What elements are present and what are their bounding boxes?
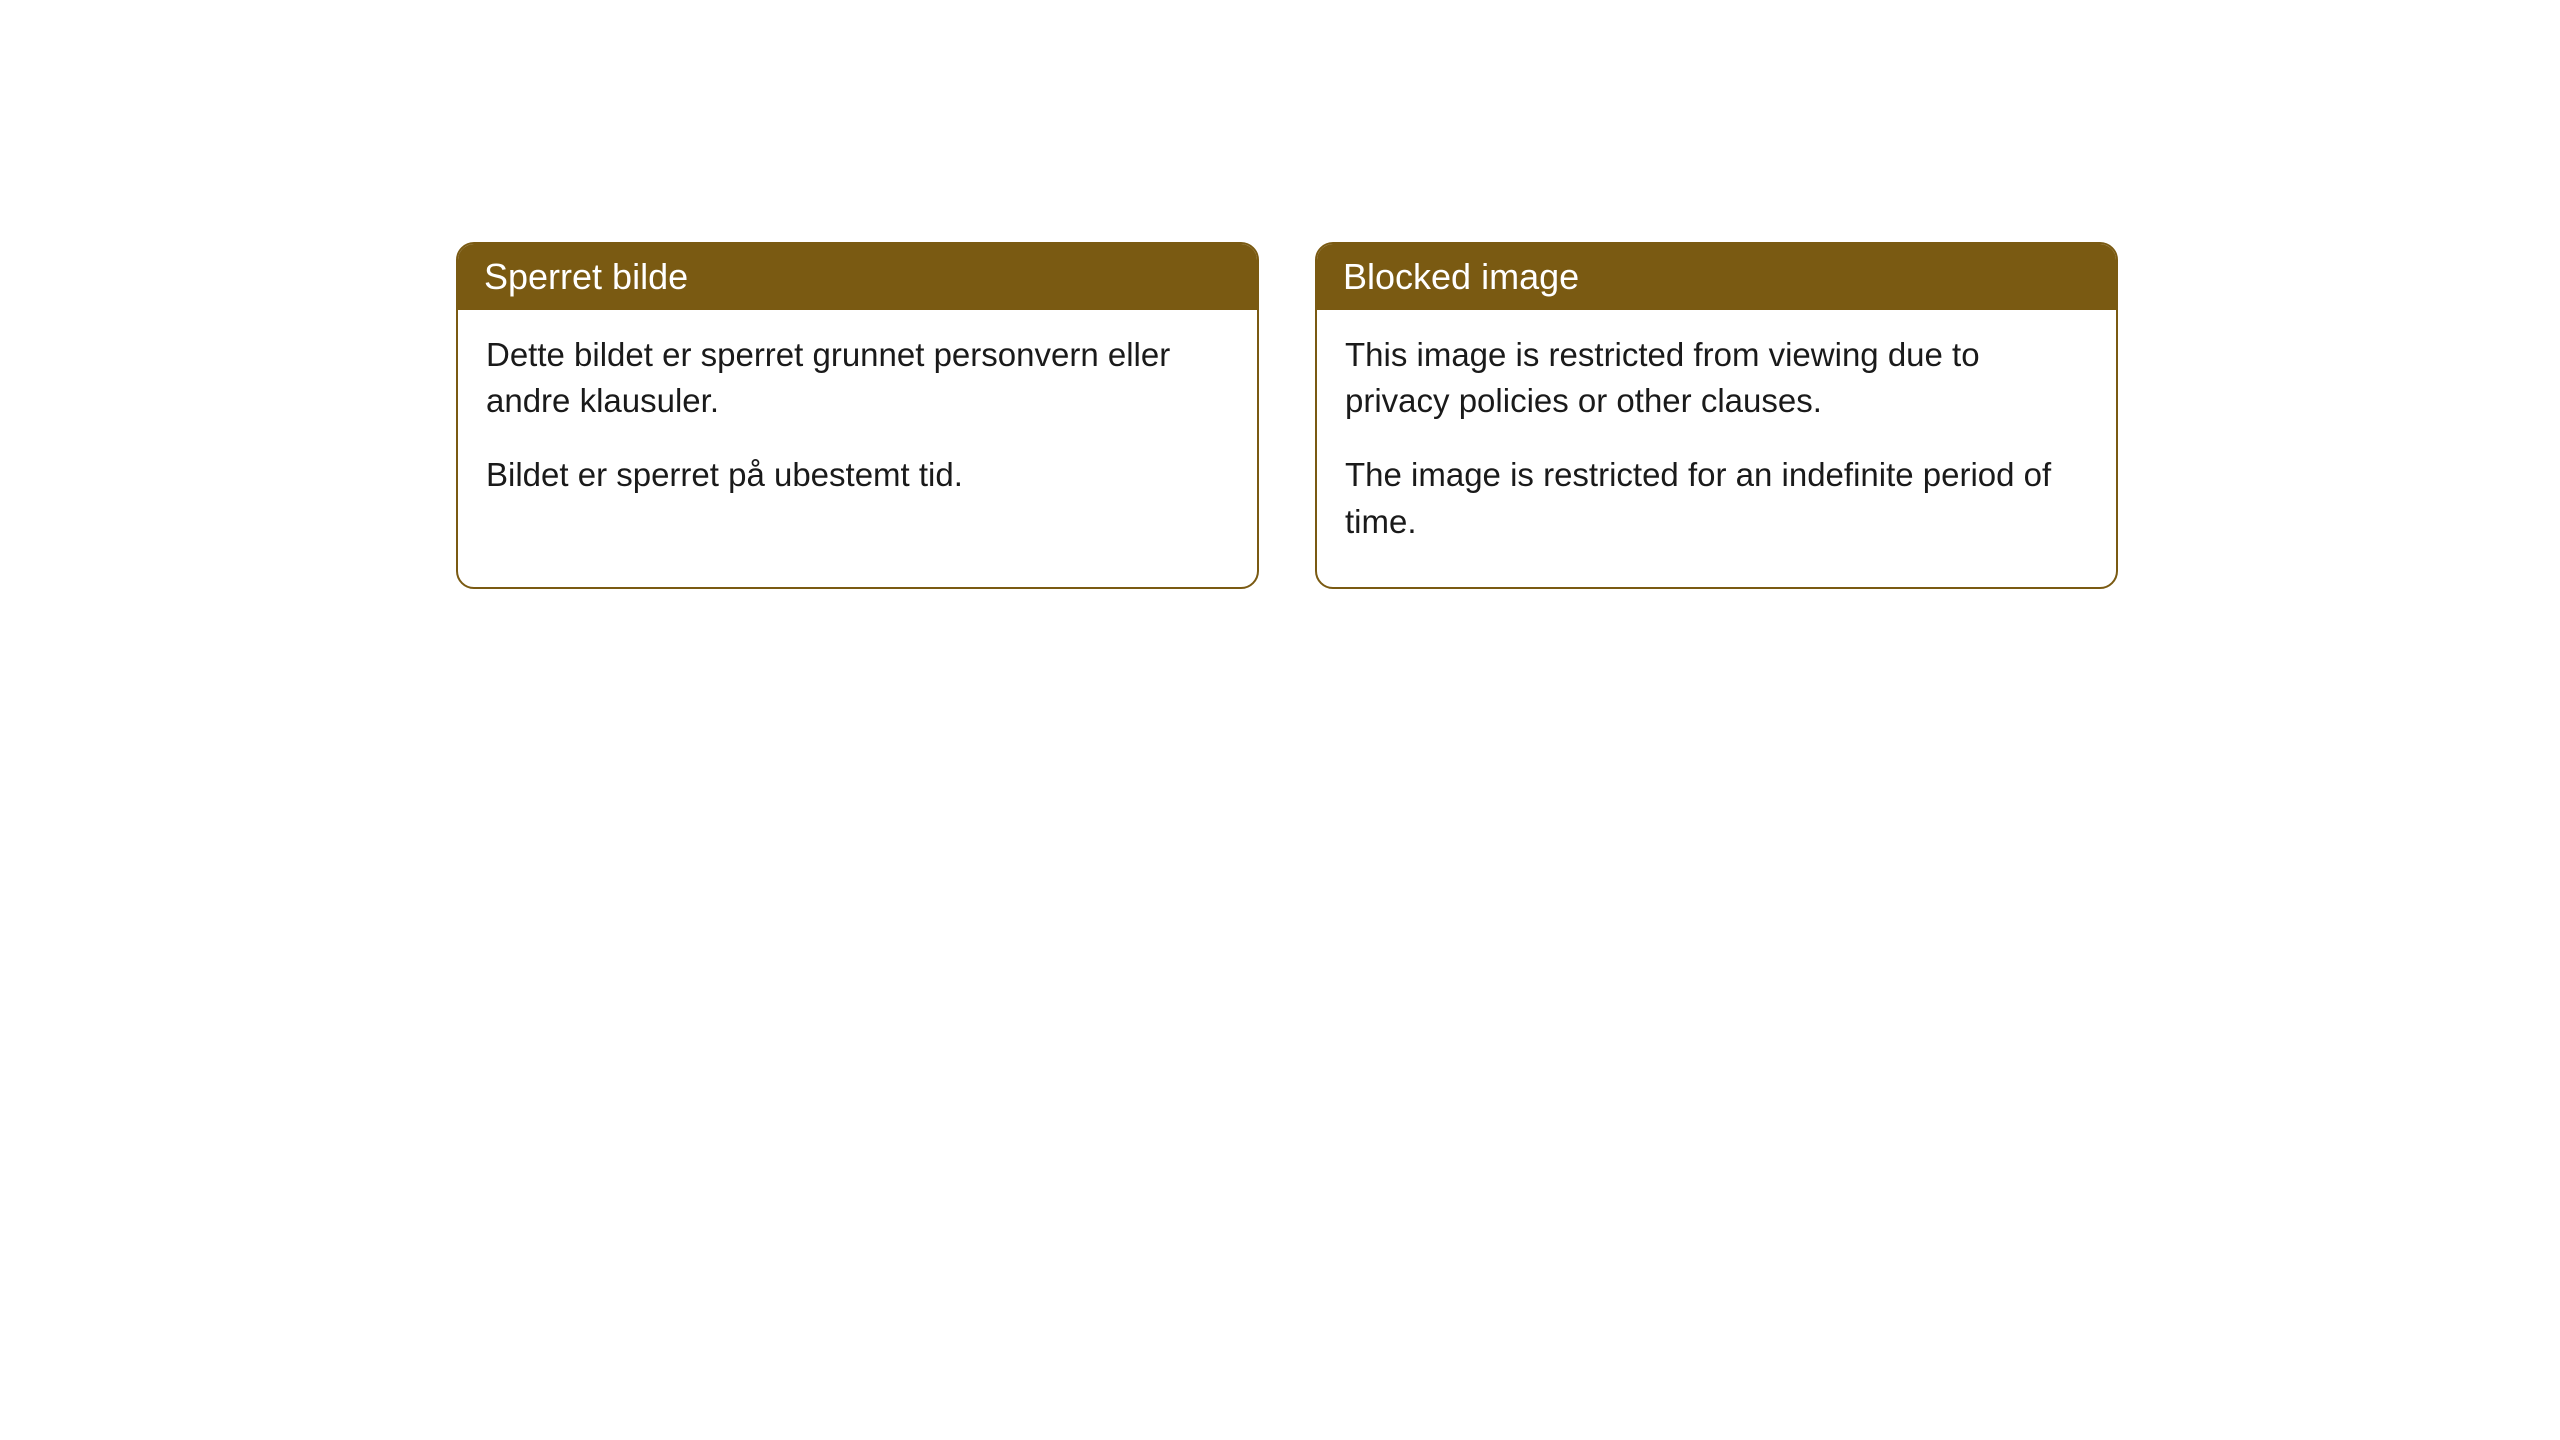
notice-card-norwegian: Sperret bilde Dette bildet er sperret gr… <box>456 242 1259 589</box>
card-header-norwegian: Sperret bilde <box>458 244 1257 310</box>
card-paragraph: Bildet er sperret på ubestemt tid. <box>486 452 1229 498</box>
card-paragraph: The image is restricted for an indefinit… <box>1345 452 2088 544</box>
card-paragraph: This image is restricted from viewing du… <box>1345 332 2088 424</box>
notice-card-english: Blocked image This image is restricted f… <box>1315 242 2118 589</box>
card-body-english: This image is restricted from viewing du… <box>1317 310 2116 587</box>
card-paragraph: Dette bildet er sperret grunnet personve… <box>486 332 1229 424</box>
card-title: Sperret bilde <box>484 256 688 297</box>
card-header-english: Blocked image <box>1317 244 2116 310</box>
card-body-norwegian: Dette bildet er sperret grunnet personve… <box>458 310 1257 541</box>
notice-cards-container: Sperret bilde Dette bildet er sperret gr… <box>456 242 2118 589</box>
card-title: Blocked image <box>1343 256 1579 297</box>
